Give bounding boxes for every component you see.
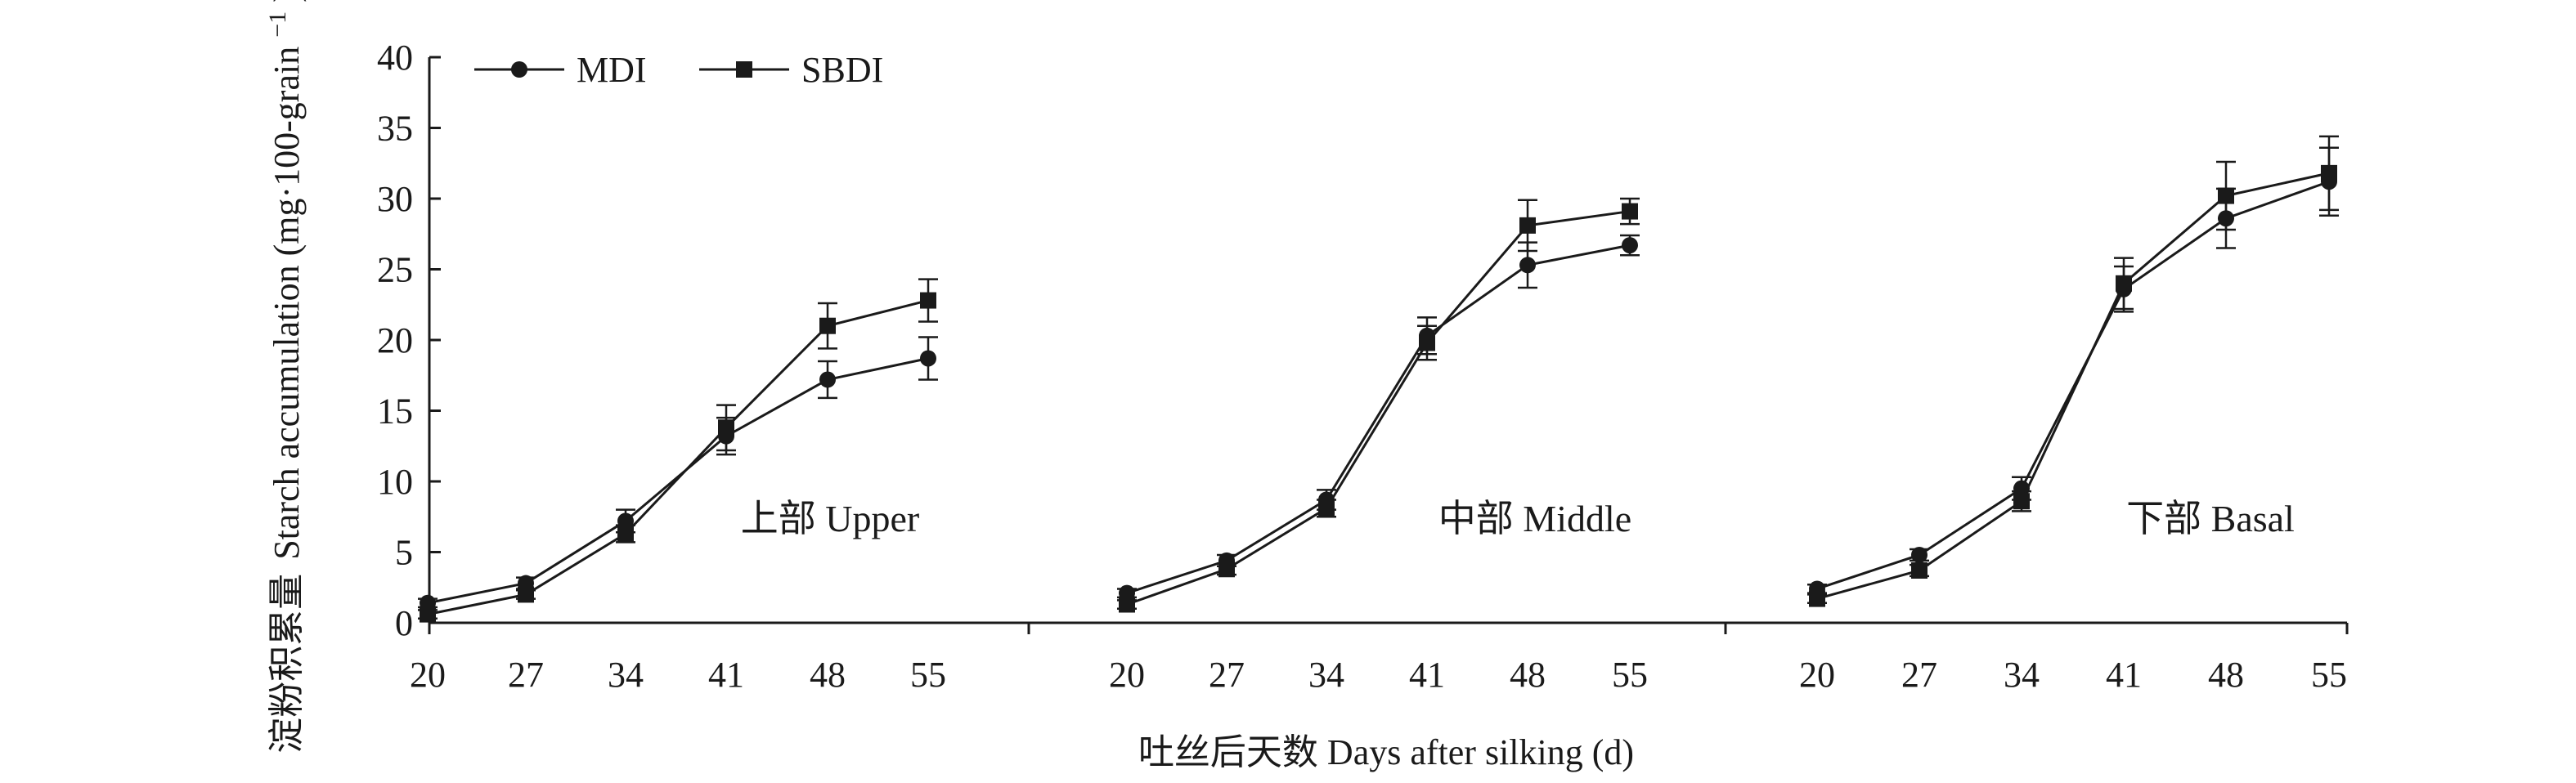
y-tick-label: 15: [377, 392, 413, 432]
x-tick-label: 41: [2106, 655, 2142, 695]
x-tick-label: 55: [910, 655, 946, 695]
panel-labels: 上部 Upper 中部 Middle 下部 Basal: [741, 498, 2295, 539]
x-tick-label: 27: [1901, 655, 1937, 695]
legend-label: SBDI: [801, 50, 883, 90]
y-tick-label: 10: [377, 462, 413, 502]
series-layer: [418, 135, 2339, 623]
x-tick-label: 41: [1409, 655, 1445, 695]
x-tick-label: 27: [508, 655, 544, 695]
series-sbdi: [418, 278, 938, 623]
data-point: [1318, 499, 1335, 517]
legend-marker: [511, 61, 527, 78]
x-tick-label: 20: [410, 655, 446, 695]
data-point: [1419, 334, 1435, 351]
panel-3: [1807, 135, 2339, 607]
data-point: [819, 317, 836, 334]
x-axis-title: 吐丝后天数 Days after silking (d): [1138, 732, 1634, 772]
series-line: [1126, 210, 1631, 606]
data-point: [1911, 546, 1928, 563]
data-point: [420, 606, 436, 623]
data-point: [2013, 493, 2030, 510]
series-line: [427, 299, 929, 616]
y-tick-label: 25: [377, 250, 413, 290]
x-tick-label: 55: [1612, 655, 1648, 695]
data-point: [1119, 596, 1135, 613]
y-axis-title-en: Starch accumulation (mg·100-grain: [267, 47, 307, 560]
series-line: [1816, 172, 2330, 601]
data-point: [718, 419, 734, 436]
panel-label: 上部 Upper: [741, 498, 919, 539]
y-tick-label: 30: [377, 179, 413, 219]
data-point: [1911, 562, 1928, 579]
series-mdi: [1117, 234, 1640, 602]
data-point: [1809, 590, 1825, 607]
data-point: [920, 350, 936, 367]
y-axis-title: 淀粉积累量 Starch accumulation (mg·100-grain …: [254, 0, 307, 754]
x-tick-label: 55: [2311, 655, 2347, 695]
y-tick-label: 20: [377, 320, 413, 360]
panel-label: 中部 Middle: [1438, 498, 1631, 539]
data-point: [518, 586, 534, 603]
data-point: [1622, 203, 1638, 220]
series-line: [1816, 180, 2330, 590]
y-axis-title-close: ): [267, 0, 307, 2]
legend: MDI SBDI: [474, 50, 883, 90]
panel-label: 下部 Basal: [2126, 498, 2295, 539]
legend-item-sbdi: SBDI: [699, 50, 883, 90]
x-tick-label: 34: [1308, 655, 1344, 695]
x-tick-label: 20: [1109, 655, 1145, 695]
x-tick-label: 34: [2004, 655, 2040, 695]
x-tick-label: 48: [810, 655, 846, 695]
legend-marker: [736, 61, 752, 78]
data-point: [2321, 164, 2337, 181]
y-tick-label: 35: [377, 109, 413, 149]
series-line: [427, 357, 929, 605]
axes: 0 5 10 15 20 25 30 35 40 20 27 34 41 48 55 20 27 34 41 48 55…: [377, 38, 2349, 695]
data-point: [819, 371, 836, 388]
y-axis-title-cn: 淀粉积累量: [267, 574, 307, 754]
legend-label: MDI: [577, 50, 647, 90]
panel-1: [418, 278, 938, 623]
x-tick-label: 48: [2208, 655, 2244, 695]
x-tick-label: 27: [1209, 655, 1245, 695]
y-tick-label: 40: [377, 38, 413, 78]
panel-2: [1117, 197, 1640, 613]
data-point: [920, 292, 936, 309]
legend-item-mdi: MDI: [474, 50, 647, 90]
x-tick-label: 41: [708, 655, 744, 695]
data-point: [617, 526, 634, 543]
series-sbdi: [1117, 197, 1640, 613]
series-line: [1126, 244, 1631, 595]
series-mdi: [418, 336, 938, 611]
data-point: [1622, 237, 1638, 254]
data-point: [1519, 217, 1536, 234]
data-point: [2116, 275, 2132, 292]
series-sbdi: [1807, 135, 2339, 607]
x-tick-label: 20: [1799, 655, 1835, 695]
data-point: [1519, 257, 1536, 274]
x-tick-label: 48: [1510, 655, 1546, 695]
data-point: [2218, 187, 2234, 204]
data-point: [1218, 561, 1235, 578]
x-tick-label: 34: [608, 655, 644, 695]
y-tick-label: 5: [395, 533, 413, 573]
y-tick-label: 0: [395, 603, 413, 643]
y-axis-title-superscript: −1: [264, 11, 291, 38]
